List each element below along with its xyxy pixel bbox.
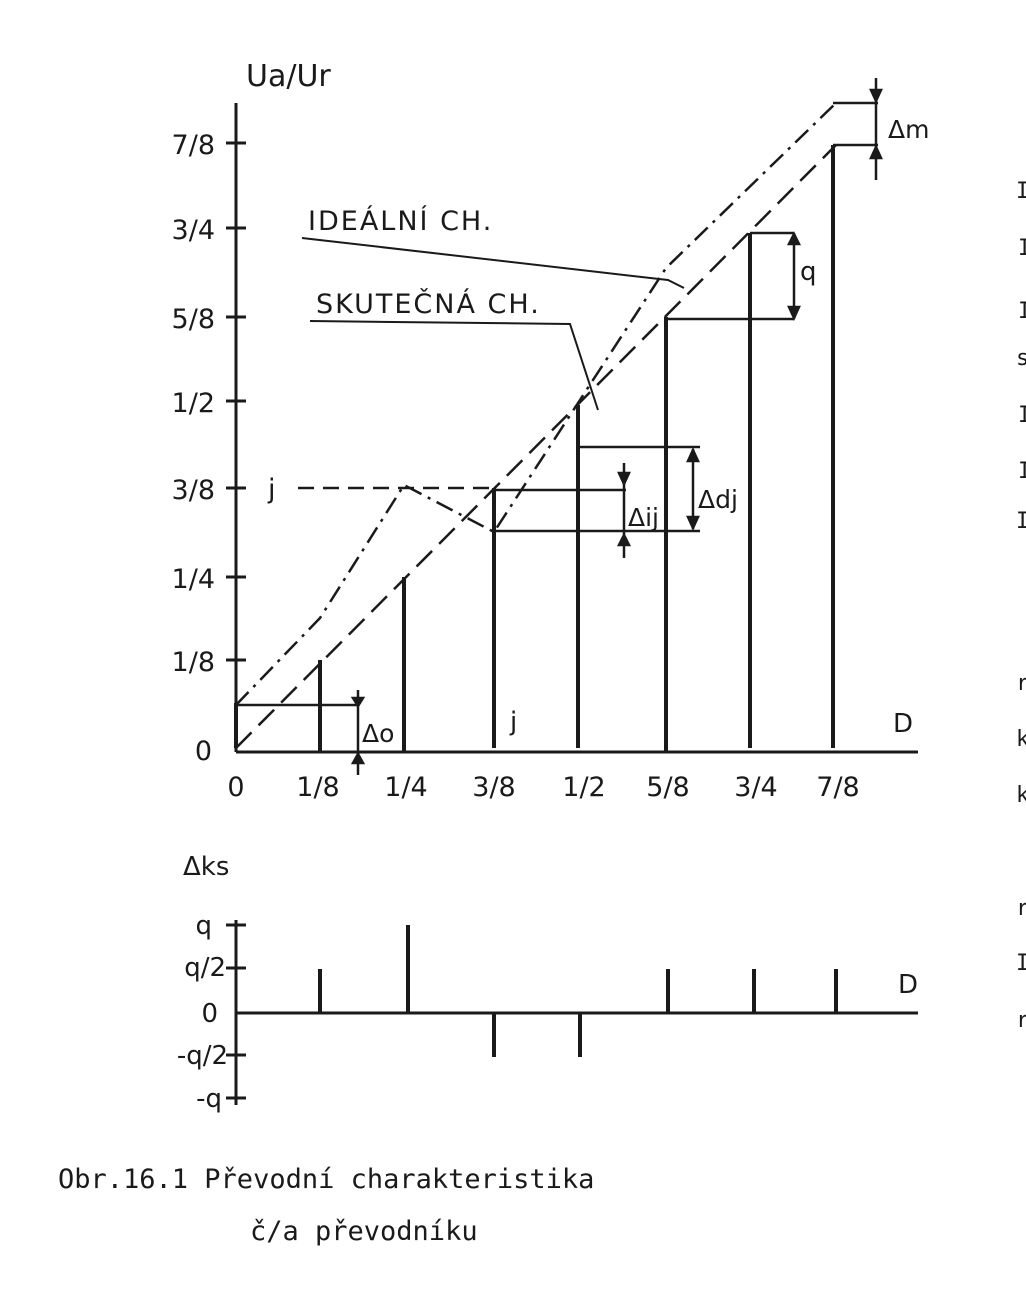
err-tick-0: 0 bbox=[201, 999, 218, 1029]
lower-plot: Δks D q q/2 0 -q/2 -q bbox=[177, 852, 918, 1114]
j-x-label: j bbox=[509, 707, 517, 737]
x-tick-label-0: 0 bbox=[227, 772, 244, 803]
ideal-label-leader bbox=[301, 237, 685, 289]
lower-y-tick-labels: q q/2 0 -q/2 -q bbox=[177, 911, 228, 1114]
margin-letters: I I I s I I I r k k r I r bbox=[1016, 179, 1026, 1033]
margin-letter: I bbox=[1016, 509, 1026, 534]
lower-x-axis-label: D bbox=[898, 970, 918, 1000]
real-label-leader bbox=[309, 320, 599, 411]
margin-letter: r bbox=[1016, 1008, 1026, 1033]
error-bars bbox=[318, 925, 838, 1057]
x-tick-label-5-8: 5/8 bbox=[646, 772, 689, 803]
err-tick-neg-q-half: -q/2 bbox=[177, 1041, 228, 1071]
delta-dj-label: Δdj bbox=[698, 485, 738, 514]
figure-caption-line-2: č/a převodníku bbox=[250, 1216, 478, 1247]
y-tick-label-7-8: 7/8 bbox=[172, 130, 215, 161]
ideal-characteristic-line bbox=[235, 144, 837, 749]
margin-letter: s bbox=[1016, 346, 1026, 371]
lower-y-ticks bbox=[226, 923, 246, 1100]
delta-o-label: Δo bbox=[362, 719, 394, 748]
margin-letter: I bbox=[1018, 403, 1026, 428]
x-tick-label-1-8: 1/8 bbox=[296, 772, 339, 803]
x-tick-label-1-4: 1/4 bbox=[384, 772, 427, 803]
real-characteristic-label: SKUTEČNÁ CH. bbox=[316, 288, 541, 320]
err-tick-neg-q: -q bbox=[196, 1084, 222, 1114]
y-tick-label-1-8: 1/8 bbox=[172, 647, 215, 678]
linearity-error-markers bbox=[494, 445, 700, 558]
full-scale-error-marker bbox=[833, 78, 883, 180]
upper-y-axis-label: Ua/Ur bbox=[246, 59, 331, 94]
y-tick-label-3-8: 3/8 bbox=[172, 475, 215, 506]
upper-x-tick-labels: 0 1/8 1/4 3/8 1/2 5/8 3/4 7/8 bbox=[227, 772, 859, 803]
y-tick-label-0: 0 bbox=[195, 736, 212, 767]
real-characteristic-line bbox=[235, 102, 837, 706]
figure-caption-line-1: Obr.16.1 Převodní charakteristika bbox=[58, 1164, 594, 1195]
ideal-characteristic-label: IDEÁLNÍ CH. bbox=[308, 205, 493, 237]
margin-letter: I bbox=[1016, 951, 1026, 976]
x-tick-label-3-4: 3/4 bbox=[734, 772, 777, 803]
margin-letter: I bbox=[1016, 179, 1026, 204]
delta-m-label: Δm bbox=[888, 115, 929, 144]
margin-letter: k bbox=[1016, 727, 1026, 752]
margin-letter: r bbox=[1016, 896, 1026, 921]
delta-ij-label: Δij bbox=[628, 503, 659, 532]
x-tick-label-3-8: 3/8 bbox=[472, 772, 515, 803]
x-tick-label-1-2: 1/2 bbox=[562, 772, 605, 803]
margin-letter: I bbox=[1018, 299, 1026, 324]
upper-x-axis-label: D bbox=[893, 709, 913, 739]
y-tick-label-5-8: 5/8 bbox=[172, 304, 215, 335]
lower-y-axis-label: Δks bbox=[183, 852, 229, 882]
upper-plot: Ua/Ur D 0 1/8 1/4 3/8 1/2 5/8 3/4 7/8 0 … bbox=[172, 59, 930, 803]
err-tick-q: q bbox=[195, 911, 212, 941]
j-y-label: j bbox=[267, 474, 276, 505]
offset-error-marker bbox=[236, 690, 366, 775]
margin-letter: I bbox=[1018, 236, 1026, 261]
y-tick-label-3-4: 3/4 bbox=[172, 215, 215, 246]
margin-letter: k bbox=[1016, 783, 1026, 808]
y-tick-label-1-2: 1/2 bbox=[172, 388, 215, 419]
q-step-marker bbox=[666, 231, 802, 322]
err-tick-q-half: q/2 bbox=[184, 953, 226, 983]
upper-y-tick-labels: 0 1/8 1/4 3/8 1/2 5/8 3/4 7/8 bbox=[172, 130, 215, 767]
q-label: q bbox=[800, 257, 817, 287]
margin-letter: r bbox=[1016, 671, 1026, 696]
upper-y-ticks bbox=[226, 141, 246, 662]
x-tick-label-7-8: 7/8 bbox=[816, 772, 859, 803]
margin-letter: I bbox=[1018, 459, 1026, 484]
y-tick-label-1-4: 1/4 bbox=[172, 564, 215, 595]
